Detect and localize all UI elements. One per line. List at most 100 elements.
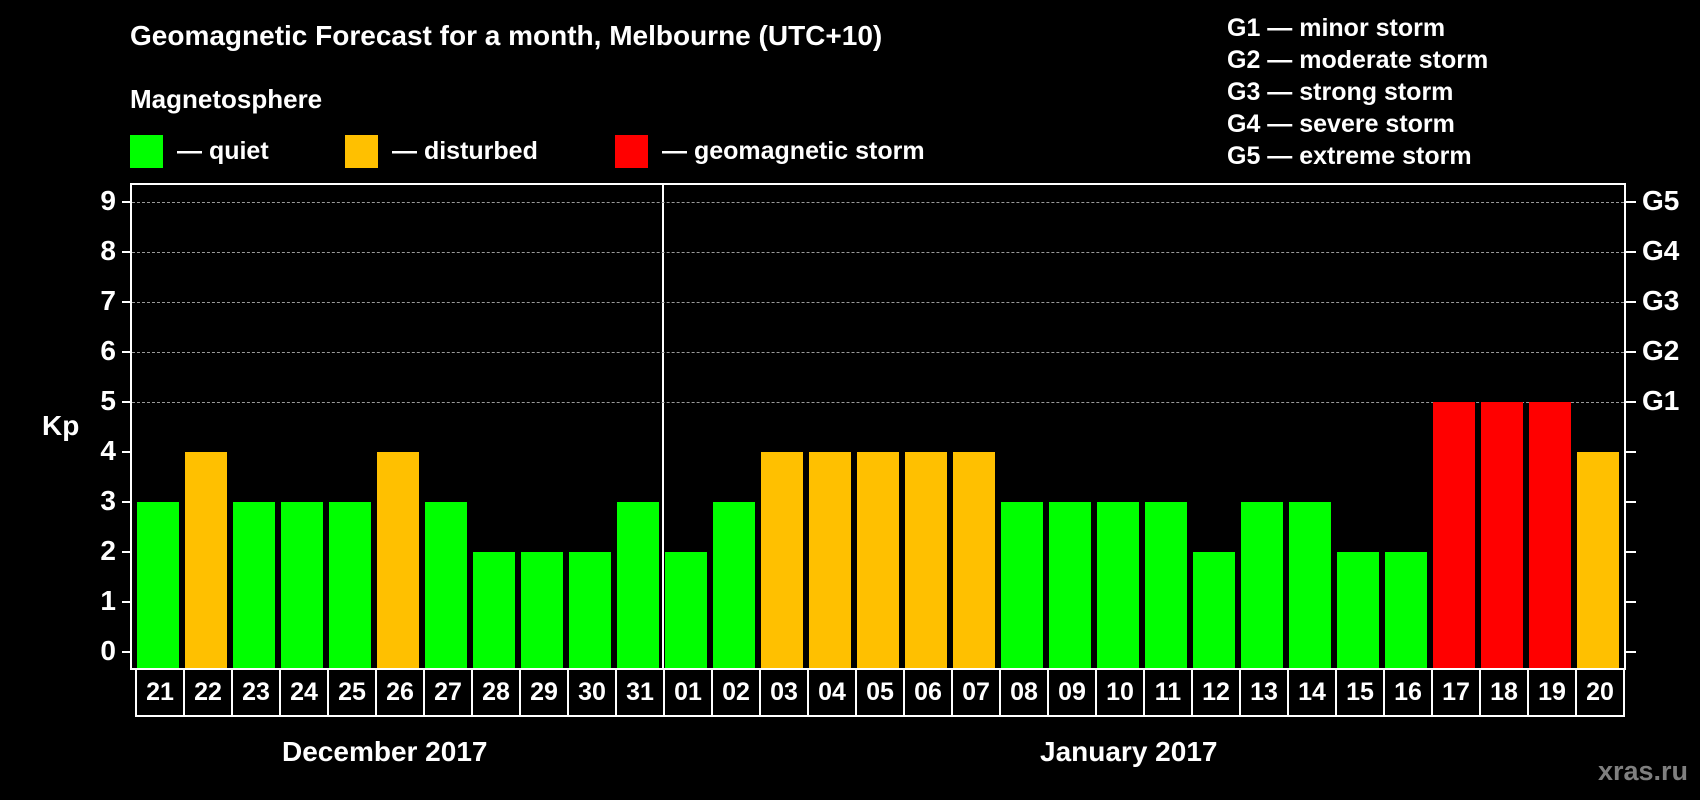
g-scale-item: G1 — minor storm <box>1227 14 1446 42</box>
date-cell: 19 <box>1529 670 1577 715</box>
bar-15 <box>1337 552 1379 668</box>
date-cell: 18 <box>1481 670 1529 715</box>
g-level-label: G5 <box>1642 185 1680 216</box>
chart-title: Geomagnetic Forecast for a month, Melbou… <box>130 20 883 51</box>
y-tick-label: 1 <box>100 585 116 616</box>
right-tick <box>1626 551 1636 553</box>
bar-28 <box>473 552 515 668</box>
y-tick <box>122 601 130 603</box>
bar-06 <box>905 452 947 668</box>
bar-25 <box>329 502 371 668</box>
y-tick <box>122 251 130 253</box>
bar-22 <box>185 452 227 668</box>
bar-27 <box>425 502 467 668</box>
quiet-swatch-icon <box>130 134 163 168</box>
g-level-label: G2 <box>1642 335 1680 366</box>
legend-item-quiet: — quiet <box>130 134 269 168</box>
date-cell: 07 <box>953 670 1001 715</box>
bar-07 <box>953 452 995 668</box>
date-cell: 04 <box>809 670 857 715</box>
date-cell: 10 <box>1097 670 1145 715</box>
date-axis: 21 22 23 24 25 26 27 28 29 30 31 01 02 03 04 05 06 07 08 09… <box>135 670 1625 717</box>
bar-02 <box>713 502 755 668</box>
date-cell: 05 <box>857 670 905 715</box>
month-label-january: January 2017 <box>1040 736 1218 767</box>
date-cell: 14 <box>1289 670 1337 715</box>
bar-13 <box>1241 502 1283 668</box>
y-tick <box>122 551 130 553</box>
gridline <box>132 202 1624 203</box>
right-tick <box>1626 401 1636 403</box>
bar-10 <box>1097 502 1139 668</box>
date-cell: 22 <box>185 670 233 715</box>
bar-04 <box>809 452 851 668</box>
y-tick-label: 3 <box>100 485 116 516</box>
y-tick <box>122 201 130 203</box>
y-tick <box>122 301 130 303</box>
y-tick <box>122 451 130 453</box>
date-cell: 15 <box>1337 670 1385 715</box>
gridline <box>132 352 1624 353</box>
disturbed-swatch-icon <box>345 134 378 168</box>
right-tick <box>1626 351 1636 353</box>
month-label-december: December 2017 <box>282 736 488 767</box>
right-tick <box>1626 501 1636 503</box>
bar-18 <box>1481 402 1523 668</box>
bar-09 <box>1049 502 1091 668</box>
date-cell: 25 <box>329 670 377 715</box>
bar-20 <box>1577 452 1619 668</box>
date-cell: 01 <box>665 670 713 715</box>
date-cell: 29 <box>521 670 569 715</box>
y-tick-label: 7 <box>100 285 116 316</box>
g-scale-item: G2 — moderate storm <box>1227 46 1489 74</box>
gridline <box>132 402 1624 403</box>
date-cell: 27 <box>425 670 473 715</box>
legend-label-quiet: — quiet <box>177 136 269 165</box>
bar-17 <box>1433 402 1475 668</box>
bar-12 <box>1193 552 1235 668</box>
date-cell: 26 <box>377 670 425 715</box>
right-tick <box>1626 251 1636 253</box>
bar-11 <box>1145 502 1187 668</box>
date-cell: 13 <box>1241 670 1289 715</box>
date-cell: 17 <box>1433 670 1481 715</box>
y-tick-label: 8 <box>100 235 116 266</box>
g-level-label: G1 <box>1642 385 1680 416</box>
y-tick-label: 5 <box>100 385 116 416</box>
g-level-label: G3 <box>1642 285 1680 316</box>
bar-14 <box>1289 502 1331 668</box>
bar-24 <box>281 502 323 668</box>
y-tick <box>122 501 130 503</box>
date-cell: 11 <box>1145 670 1193 715</box>
storm-swatch-icon <box>615 134 648 168</box>
date-cell: 03 <box>761 670 809 715</box>
date-cell: 23 <box>233 670 281 715</box>
y-tick-label: 0 <box>100 635 116 666</box>
date-cell: 08 <box>1001 670 1049 715</box>
legend-label-disturbed: — disturbed <box>392 136 538 165</box>
right-tick <box>1626 451 1636 453</box>
legend-label-storm: — geomagnetic storm <box>662 136 925 165</box>
y-tick-label: 4 <box>100 435 116 466</box>
date-cell: 31 <box>617 670 665 715</box>
gridline <box>132 302 1624 303</box>
bar-31 <box>617 502 659 668</box>
date-cell: 12 <box>1193 670 1241 715</box>
bar-30 <box>569 552 611 668</box>
date-cell: 02 <box>713 670 761 715</box>
legend-item-disturbed: — disturbed <box>345 134 538 168</box>
g-level-label: G4 <box>1642 235 1680 266</box>
bar-21 <box>137 502 179 668</box>
bar-29 <box>521 552 563 668</box>
right-tick <box>1626 651 1636 653</box>
date-cell: 30 <box>569 670 617 715</box>
bar-03 <box>761 452 803 668</box>
right-tick <box>1626 301 1636 303</box>
date-cell: 09 <box>1049 670 1097 715</box>
date-cell: 28 <box>473 670 521 715</box>
date-cell: 16 <box>1385 670 1433 715</box>
y-tick <box>122 651 130 653</box>
g-scale-item: G5 — extreme storm <box>1227 142 1472 170</box>
bar-01 <box>665 552 707 668</box>
right-tick <box>1626 201 1636 203</box>
